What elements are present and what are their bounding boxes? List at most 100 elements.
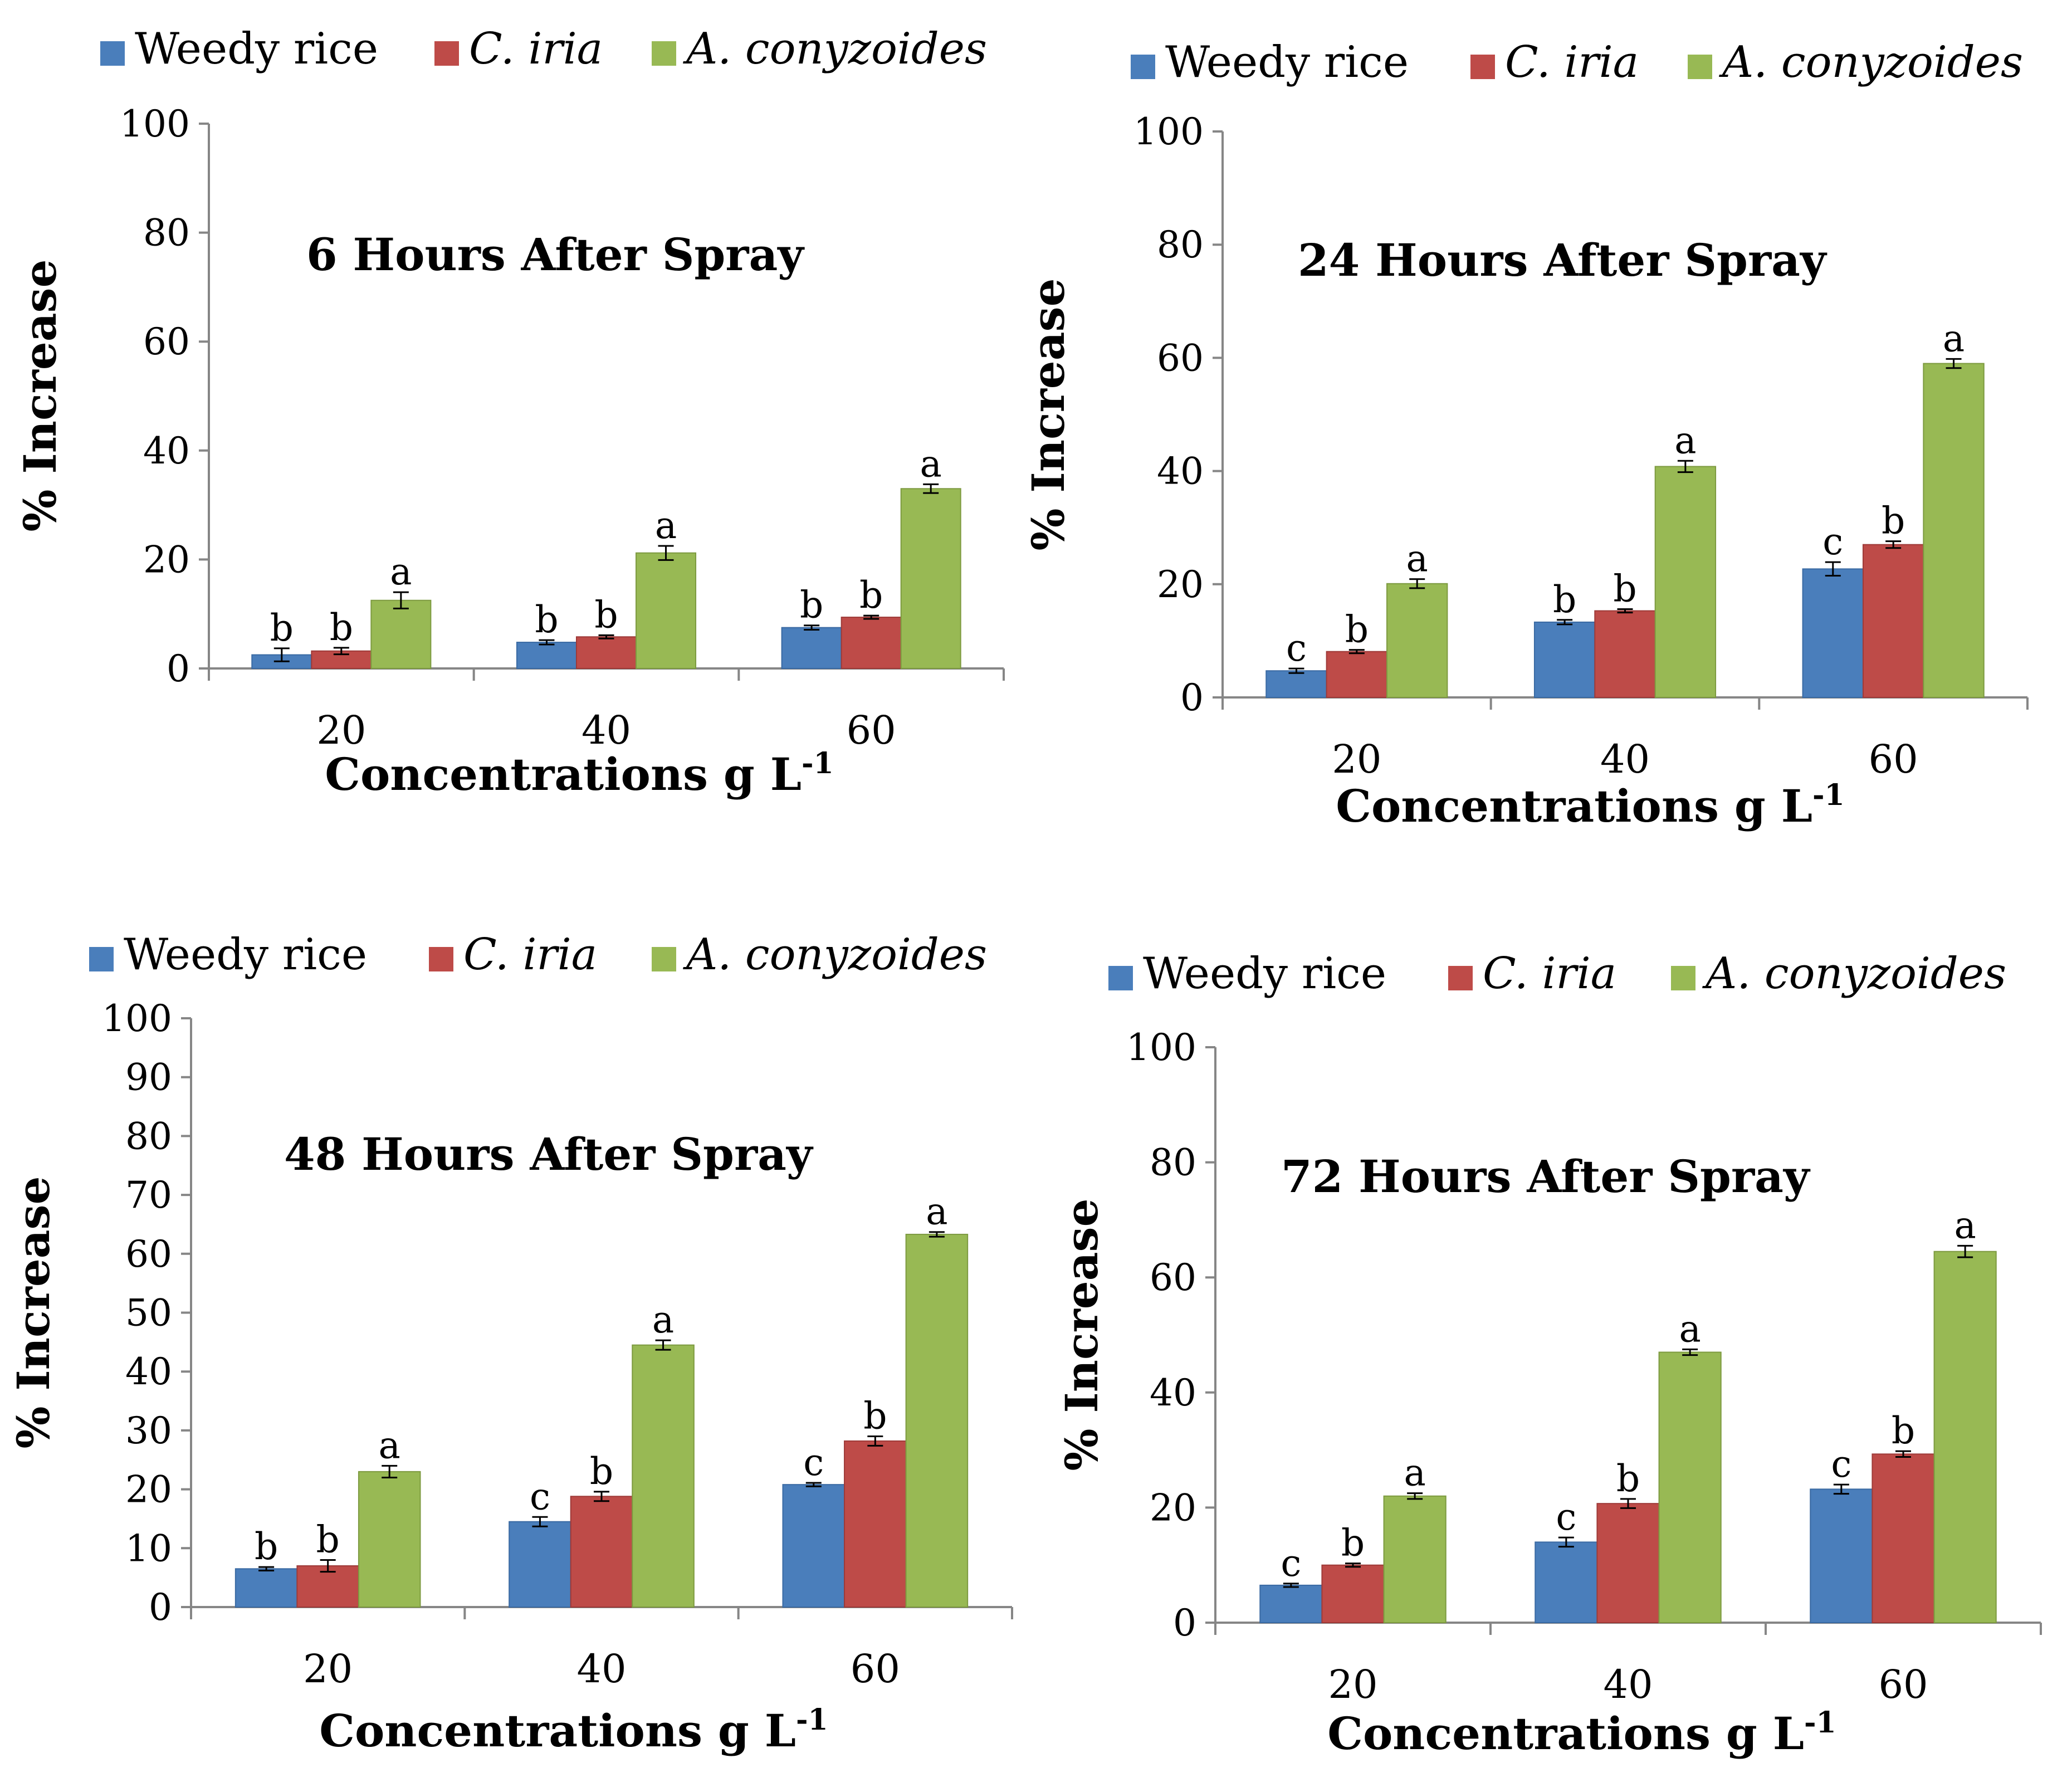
x-tick-label: 40	[576, 1646, 626, 1692]
y-tick-label: 80	[143, 212, 190, 255]
bar-a-conyzoides-20	[370, 599, 432, 669]
bar-c-iria-40	[1596, 1503, 1660, 1623]
x-axis-label: Concentrations g L-1	[325, 746, 833, 800]
bar-a-conyzoides-40	[636, 552, 697, 669]
y-tick-label: 60	[143, 320, 190, 363]
bar-a-conyzoides-40	[632, 1344, 695, 1608]
bar-weedy-rice-20	[234, 1568, 298, 1608]
legend-swatch-3	[1671, 966, 1695, 990]
significance-letter: a	[1404, 1452, 1425, 1495]
significance-letter: b	[863, 1394, 887, 1437]
significance-letter: c	[1831, 1443, 1851, 1486]
legend-swatch-1	[100, 41, 125, 66]
y-tick-label: 100	[1126, 1026, 1196, 1069]
panel-title: 48 Hours After Spray	[284, 1128, 814, 1180]
significance-letter: c	[1556, 1496, 1576, 1539]
bar-c-iria-60	[1871, 1453, 1935, 1624]
bar-c-iria-40	[570, 1496, 633, 1608]
bar-weedy-rice-60	[1802, 568, 1864, 698]
y-tick-label: 40	[1157, 450, 1204, 493]
legend-label-1: Weedy rice	[135, 24, 378, 74]
y-tick-label: 80	[1150, 1141, 1196, 1184]
x-tick-label: 60	[847, 707, 896, 753]
x-tick-label: 20	[1328, 1662, 1377, 1707]
legend-label-3: A. conyzoides	[1702, 949, 2006, 999]
significance-letter: b	[590, 1450, 613, 1493]
bar-weedy-rice-40	[1533, 621, 1596, 698]
bar-weedy-rice-60	[781, 627, 842, 670]
y-tick-label: 60	[125, 1233, 172, 1276]
y-tick-label: 60	[1157, 336, 1204, 379]
x-tick-label: 20	[1332, 736, 1381, 782]
legend-swatch-3	[1688, 55, 1712, 79]
significance-letter: a	[926, 1190, 947, 1233]
x-tick-label: 40	[1600, 736, 1650, 782]
bar-c-iria-40	[575, 636, 637, 669]
x-tick-label: 60	[1869, 736, 1918, 782]
legend-label-2: C. iria	[469, 24, 603, 74]
y-tick-label: 20	[1157, 563, 1204, 606]
bar-a-conyzoides-60	[905, 1233, 969, 1608]
bar-weedy-rice-60	[1810, 1488, 1873, 1623]
legend-swatch-1	[1131, 55, 1155, 79]
significance-letter: b	[330, 606, 353, 649]
x-axis-label: Concentrations g L-1	[319, 1703, 828, 1757]
panel-title: 6 Hours After Spray	[306, 228, 805, 281]
significance-letter: a	[1943, 317, 1965, 360]
significance-letter: c	[1281, 1542, 1301, 1585]
y-axis-label: % Increase	[1022, 279, 1074, 551]
y-tick-label: 30	[125, 1409, 172, 1452]
bar-a-conyzoides-40	[1658, 1351, 1722, 1623]
bar-c-iria-60	[844, 1440, 907, 1608]
bar-a-conyzoides-20	[358, 1471, 421, 1608]
significance-letter: a	[920, 442, 942, 485]
x-tick-label: 40	[582, 707, 631, 753]
legend-label-3: A. conyzoides	[1719, 37, 2023, 87]
significance-letter: a	[1406, 538, 1428, 580]
significance-letter: a	[379, 1424, 400, 1467]
bar-c-iria-20	[1321, 1564, 1385, 1623]
x-tick-label: 40	[1603, 1662, 1653, 1707]
x-tick-label: 60	[1878, 1662, 1928, 1707]
significance-letter: b	[1345, 608, 1369, 651]
significance-letter: b	[535, 598, 558, 641]
x-tick-label: 20	[303, 1646, 353, 1692]
legend-label-3: A. conyzoides	[683, 930, 987, 980]
significance-letter: a	[1674, 419, 1696, 462]
legend-label-3: A. conyzoides	[683, 24, 987, 74]
y-tick-label: 100	[1133, 110, 1204, 153]
bar-a-conyzoides-60	[1923, 363, 1985, 698]
chart-panel-1: Weedy rice C. iria A. conyzoides 0 20 40 60 80 1…	[14, 24, 1005, 800]
legend-swatch-1	[89, 947, 114, 971]
legend-label-2: C. iria	[463, 930, 597, 980]
significance-letter: a	[1954, 1204, 1976, 1247]
bar-a-conyzoides-20	[1386, 583, 1448, 699]
chart-panel-3: Weedy rice C. iria A. conyzoides 0 10 20 30 40 5…	[7, 930, 1013, 1757]
y-tick-label: 90	[125, 1056, 172, 1099]
y-tick-label: 40	[143, 429, 190, 472]
significance-letter: c	[1286, 627, 1307, 670]
significance-letter: a	[390, 550, 412, 593]
significance-letter: b	[255, 1525, 278, 1568]
y-tick-label: 20	[125, 1468, 172, 1511]
y-tick-label: 0	[1180, 676, 1204, 719]
panel-title: 24 Hours After Spray	[1298, 234, 1827, 286]
y-tick-label: 0	[1173, 1601, 1196, 1644]
significance-letter: b	[1553, 578, 1576, 621]
bar-weedy-rice-40	[509, 1521, 571, 1608]
legend-swatch-2	[1448, 966, 1473, 990]
y-tick-label: 50	[125, 1292, 172, 1335]
y-tick-label: 100	[120, 102, 190, 145]
bar-a-conyzoides-60	[1933, 1251, 1997, 1624]
x-axis-label: Concentrations g L-1	[1336, 778, 1844, 832]
significance-letter: a	[652, 1298, 674, 1341]
y-axis-label: % Increase	[14, 260, 66, 532]
bar-c-iria-20	[1326, 651, 1388, 698]
significance-letter: b	[1616, 1457, 1640, 1500]
y-tick-label: 80	[1157, 223, 1204, 266]
chart-panel-4: Weedy rice C. iria A. conyzoides 0 20 40 60 80 1…	[1056, 949, 2042, 1760]
significance-letter: c	[530, 1475, 550, 1518]
legend-label-1: Weedy rice	[1143, 949, 1386, 999]
bar-c-iria-40	[1594, 610, 1656, 698]
